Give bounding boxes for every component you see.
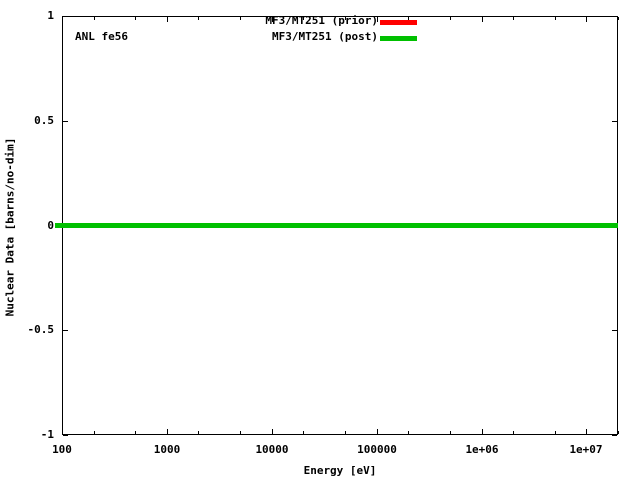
legend-label: MF3/MT251 (prior) — [265, 14, 378, 27]
y-tick-major — [63, 435, 68, 436]
x-tick-minor — [513, 17, 514, 20]
x-tick-minor — [555, 17, 556, 20]
legend-swatch — [380, 20, 417, 25]
x-tick-minor — [408, 431, 409, 434]
y-tick-label: 0 — [47, 219, 54, 232]
x-tick-minor — [198, 17, 199, 20]
x-tick-label: 100000 — [357, 443, 397, 456]
x-tick-minor — [345, 17, 346, 20]
y-tick-label: 1 — [47, 9, 54, 22]
y-tick-major — [63, 16, 68, 17]
x-tick-minor — [135, 17, 136, 20]
x-tick-major — [272, 17, 273, 22]
x-tick-label: 1e+06 — [465, 443, 499, 456]
x-tick-minor — [555, 431, 556, 434]
x-tick-minor — [94, 17, 95, 20]
legend-label: MF3/MT251 (post) — [272, 30, 378, 43]
x-tick-minor — [94, 431, 95, 434]
x-tick-major — [482, 429, 483, 434]
x-axis-title: Energy [eV] — [303, 464, 377, 477]
y-tick-major — [612, 435, 617, 436]
x-tick-minor — [408, 17, 409, 20]
x-tick-minor — [198, 431, 199, 434]
x-tick-minor — [618, 17, 619, 20]
x-tick-major — [167, 17, 168, 22]
x-tick-minor — [513, 431, 514, 434]
x-tick-minor — [450, 431, 451, 434]
legend-swatch — [380, 36, 417, 41]
x-tick-minor — [135, 431, 136, 434]
x-tick-minor — [240, 17, 241, 20]
x-tick-major — [272, 429, 273, 434]
y-tick-major — [612, 16, 617, 17]
y-tick-major — [612, 330, 617, 331]
x-tick-minor — [618, 431, 619, 434]
x-tick-minor — [303, 17, 304, 20]
x-tick-major — [167, 429, 168, 434]
y-tick-major — [63, 330, 68, 331]
y-tick-label: -1 — [40, 428, 54, 441]
x-tick-major — [62, 17, 63, 22]
x-tick-major — [377, 429, 378, 434]
x-tick-label: 10000 — [255, 443, 289, 456]
x-tick-minor — [345, 431, 346, 434]
plot-annotation: ANL fe56 — [75, 30, 128, 43]
x-tick-major — [586, 17, 587, 22]
x-tick-major — [377, 17, 378, 22]
x-tick-minor — [303, 431, 304, 434]
x-tick-label: 1000 — [153, 443, 181, 456]
y-tick-major — [612, 121, 617, 122]
series-line-1 — [55, 223, 618, 228]
y-tick-major — [63, 121, 68, 122]
x-tick-minor — [240, 431, 241, 434]
y-tick-label: -0.5 — [27, 323, 55, 336]
x-tick-major — [482, 17, 483, 22]
x-tick-major — [62, 429, 63, 434]
x-tick-label: 100 — [52, 443, 72, 456]
y-axis-title: Nuclear Data [barns/no-dim] — [3, 137, 17, 317]
y-tick-label: 0.5 — [34, 114, 54, 127]
x-tick-major — [586, 429, 587, 434]
x-tick-minor — [450, 17, 451, 20]
x-tick-label: 1e+07 — [569, 443, 603, 456]
